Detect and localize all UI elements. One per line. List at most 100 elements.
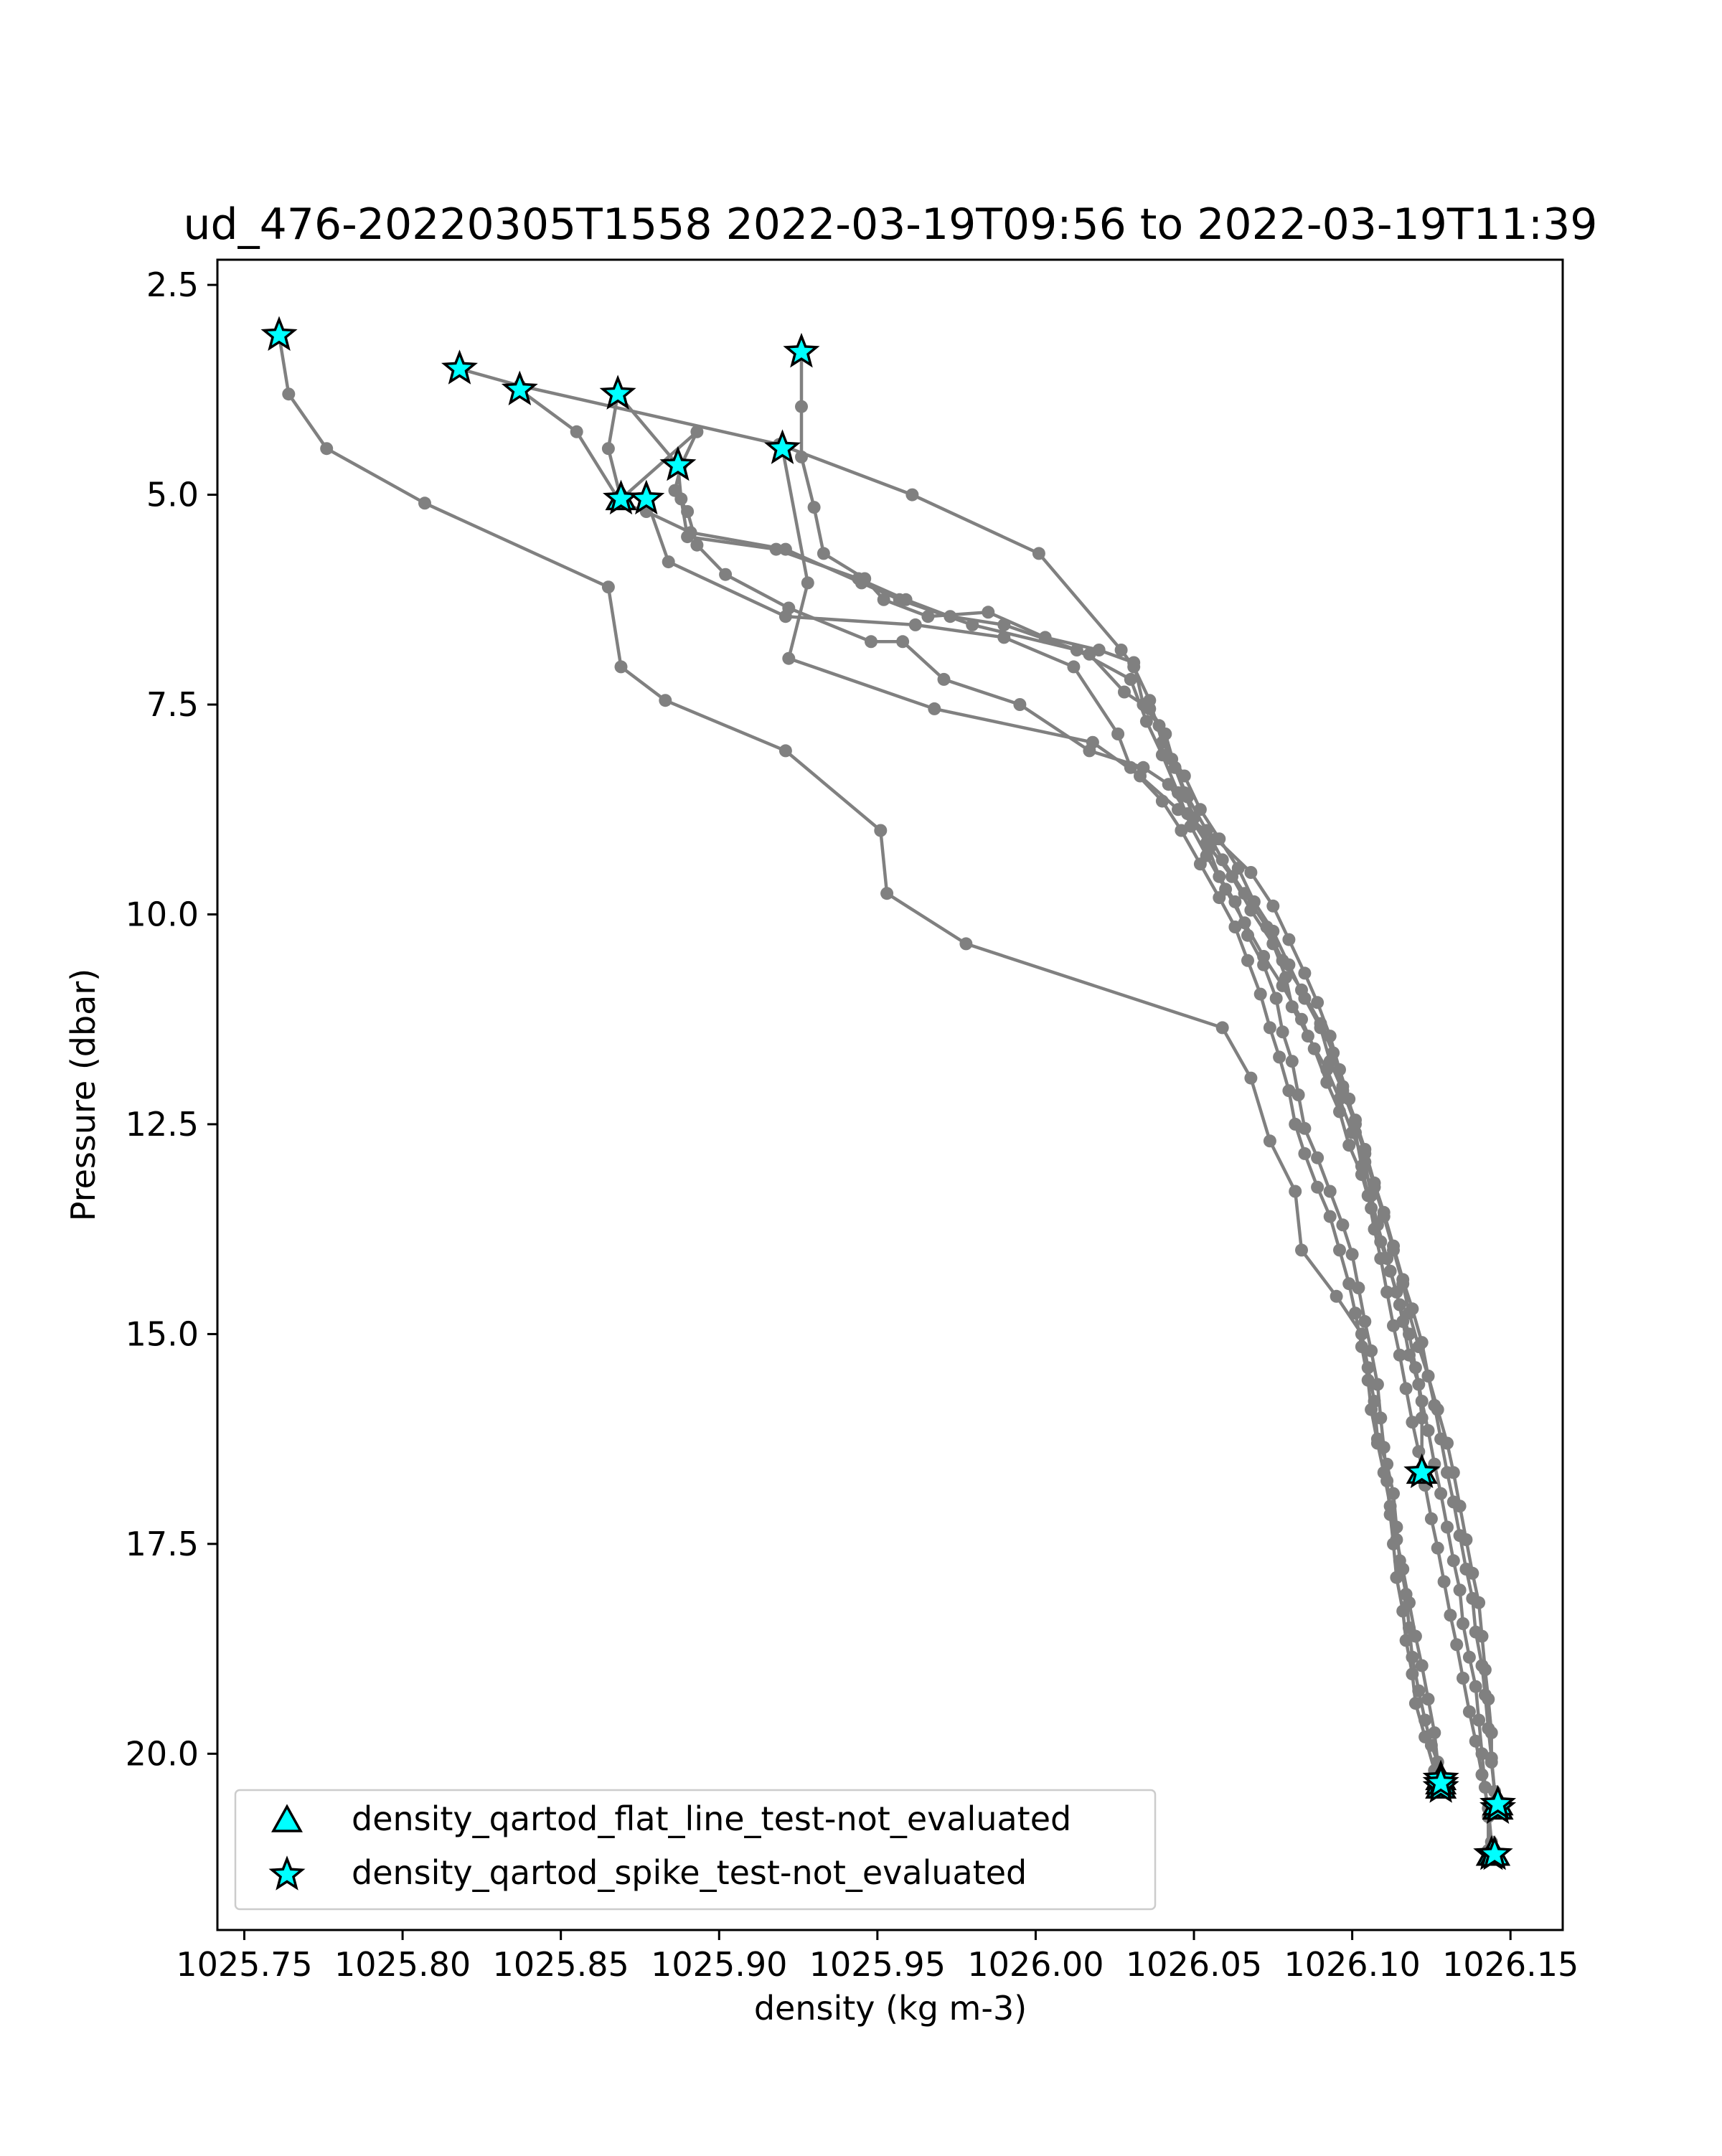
data-point [1342,1277,1356,1291]
x-tick-label: 1025.90 [651,1945,787,1984]
data-point [1403,1596,1416,1609]
data-point [1342,1092,1356,1106]
data-point [937,672,951,686]
data-point [1330,1289,1343,1303]
axis-ticks: 1025.75 1025.80 1025.85 1025.90 1025.95 1026.… [126,265,1579,1984]
data-point [1396,1563,1410,1576]
data-point [1446,1495,1460,1509]
data-point [1355,1159,1368,1173]
data-point [1406,1416,1419,1429]
data-point [1213,891,1226,905]
spike-flag-marker [441,349,478,385]
data-point [1282,1084,1296,1098]
data-point [1421,1423,1435,1437]
legend-label-flat-line: density_qartod_flat_line_test-not_evalua… [352,1799,1071,1838]
data-point [1155,748,1169,762]
data-point [1421,1693,1435,1706]
data-point [570,425,583,438]
data-point [1241,928,1254,942]
spike-flag-marker [260,316,298,352]
data-point [1459,1563,1473,1576]
star-icon [268,1855,306,1891]
data-point [944,610,957,623]
data-point [778,610,792,623]
data-point [852,572,865,585]
data-point [1168,761,1182,774]
data-point [1311,1180,1325,1194]
data-point [1086,735,1099,749]
y-tick-label: 15.0 [126,1314,199,1353]
data-point [1127,660,1141,674]
data-point [1469,1734,1482,1748]
data-point [997,618,1011,631]
data-point [1472,1713,1486,1727]
data-point [1289,1185,1302,1198]
data-point [1159,728,1172,740]
x-tick-label: 1026.00 [967,1945,1104,1984]
y-tick-label: 2.5 [146,265,199,304]
data-point [1181,790,1195,804]
data-point [1083,647,1096,661]
data-point [1124,672,1137,686]
x-axis-label: density (kg m-3) [754,1989,1027,2028]
data-point [1387,1319,1400,1332]
data-point [769,542,783,556]
data-point [1257,958,1271,971]
data-point [1446,1554,1460,1568]
data-point [880,887,894,900]
data-point [674,492,688,506]
data-point [1295,983,1308,997]
spike-flag-marker [1476,1835,1513,1870]
data-point [282,387,296,401]
data-point [1032,547,1045,560]
spike-flag-marker [628,479,665,515]
data-point [601,580,615,594]
data-point [1368,1223,1381,1236]
data-point [1114,644,1128,656]
data-point [1134,769,1147,783]
data-point [1365,1403,1378,1416]
data-point [1260,921,1274,933]
data-point [1244,1071,1258,1085]
spike-flag-marker [783,332,820,368]
data-point [1276,1025,1289,1039]
x-tick-label: 1026.15 [1442,1945,1578,1984]
data-point [1298,966,1312,980]
data-point [905,488,919,502]
data-point [1396,1273,1410,1286]
data-point [1403,1327,1416,1341]
data-point [778,744,792,758]
x-tick-label: 1025.75 [176,1945,312,1984]
y-tick-label: 20.0 [126,1734,199,1773]
data-point [1282,933,1296,946]
data-point [1209,832,1223,846]
data-point [1253,987,1267,1001]
data-point [1482,1722,1495,1736]
data-point [1406,1667,1419,1681]
data-point [1475,1659,1489,1672]
data-point [908,618,922,631]
data-point [1067,660,1081,674]
spike-flag-marker [501,370,538,406]
data-point [1295,1243,1308,1257]
data-point [1431,1541,1444,1555]
data-point [1399,1382,1413,1395]
data-point [1276,954,1289,967]
data-point [1349,1307,1362,1320]
data-point [1441,1466,1454,1479]
data-point [1393,1298,1406,1312]
data-point [1336,1218,1350,1232]
data-point [1358,1143,1372,1156]
data-point [1383,1264,1397,1278]
data-point [1469,1680,1482,1693]
data-point [1415,1659,1429,1672]
data-point [1457,1672,1469,1685]
flag-markers [260,316,1517,1870]
series-line [644,498,1443,1784]
data-point [1311,996,1325,1009]
spike-flag-marker [764,429,801,464]
data-point [1415,1336,1429,1350]
data-point [795,400,808,413]
data-point [690,538,704,552]
